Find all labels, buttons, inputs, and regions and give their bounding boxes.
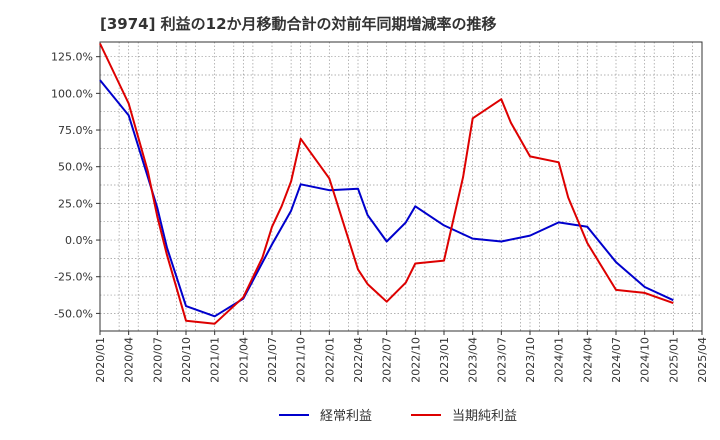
x-tick-label: 2024/04 [581, 337, 594, 383]
x-tick-label: 2022/01 [323, 337, 336, 383]
x-tick-label: 2020/01 [94, 337, 107, 383]
y-tick-label: 125.0% [51, 51, 93, 64]
x-tick-label: 2020/04 [123, 337, 136, 383]
x-tick-label: 2022/07 [381, 337, 394, 383]
y-tick-label: -50.0% [54, 307, 93, 320]
x-tick-label: 2024/01 [553, 337, 566, 383]
plot-frame [99, 41, 703, 332]
y-tick-label: 0.0% [65, 234, 93, 247]
x-tick-label: 2023/01 [438, 337, 451, 383]
y-tick-label: -25.0% [54, 271, 93, 284]
x-tick-label: 2021/10 [295, 337, 308, 383]
y-tick-label: 100.0% [51, 87, 93, 100]
x-tick-label: 2022/04 [352, 337, 365, 383]
x-tick-label: 2025/01 [667, 337, 680, 383]
x-tick-label: 2025/04 [696, 337, 709, 383]
y-tick-label: 50.0% [58, 161, 93, 174]
legend-label-net-profit: 当期純利益 [452, 409, 517, 424]
x-tick-label: 2024/07 [610, 337, 623, 383]
x-tick-label: 2022/10 [409, 337, 422, 383]
x-tick-label: 2023/10 [524, 337, 537, 383]
series-line-ordinary-profit [99, 79, 674, 318]
legend-label-ordinary-profit: 経常利益 [320, 409, 372, 424]
legend: 経常利益 当期純利益 [279, 409, 517, 424]
plot-area: 125.0% 100.0% 75.0% 50.0% 25.0% 0.0% -25.0% -50… [51, 41, 709, 383]
x-tick-label: 2024/10 [639, 337, 652, 383]
y-tick-label: 75.0% [58, 124, 93, 137]
series-line-net-profit [99, 43, 674, 325]
x-tick-label: 2021/04 [237, 337, 250, 383]
x-tick-label: 2021/07 [266, 337, 279, 383]
y-tick-label: 25.0% [58, 197, 93, 210]
x-tick-label: 2020/10 [180, 337, 193, 383]
x-tick-label: 2020/07 [151, 337, 164, 383]
x-tick-label: 2023/07 [495, 337, 508, 383]
x-tick-label: 2023/04 [467, 337, 480, 383]
x-tick-label: 2021/01 [209, 337, 222, 383]
chart-title: [3974] 利益の12か月移動合計の対前年同期増減率の推移 [100, 15, 497, 33]
